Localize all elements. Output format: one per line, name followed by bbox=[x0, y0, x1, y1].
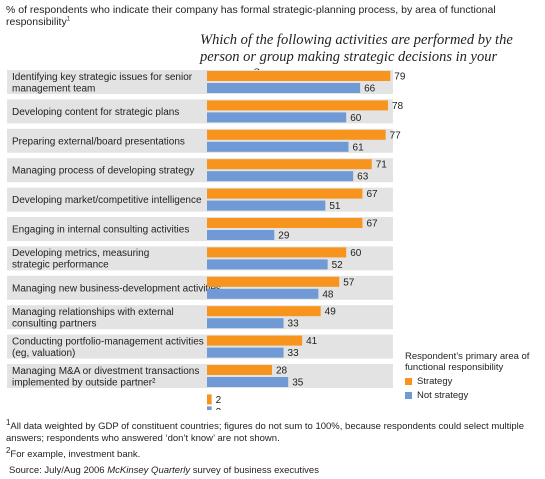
category-label: Engaging in internal consulting activiti… bbox=[12, 225, 189, 236]
value-label-not-strategy: 66 bbox=[364, 84, 376, 95]
legend-item-strategy: Strategy bbox=[405, 376, 530, 387]
value-label-not-strategy: 52 bbox=[332, 260, 344, 271]
footnote-1-text: All data weighted by GDP of constituent … bbox=[6, 421, 525, 445]
legend-title: Respondent’s primary area of functional … bbox=[405, 351, 530, 373]
category-band bbox=[7, 334, 393, 359]
category-band bbox=[7, 305, 393, 330]
category-label: Identifying key strategic issues for sen… bbox=[12, 72, 193, 83]
value-label-strategy: 49 bbox=[325, 307, 337, 318]
legend-swatch-strategy bbox=[405, 378, 412, 385]
bar-strategy bbox=[207, 365, 272, 375]
header-footnote-marker: 1 bbox=[66, 16, 71, 23]
footnote-2-text: For example, investment bank. bbox=[10, 449, 141, 461]
value-label-strategy: 41 bbox=[306, 336, 318, 347]
category-label: Managing relationships with external bbox=[12, 307, 174, 318]
bar-strategy bbox=[207, 394, 212, 405]
bar-strategy bbox=[207, 100, 388, 111]
value-label-strategy: 77 bbox=[390, 130, 402, 141]
category-label: Managing M&A or divestment transactions bbox=[12, 366, 199, 377]
bar-not-strategy bbox=[207, 406, 212, 410]
category-label: Developing market/competitive intelligen… bbox=[12, 195, 202, 206]
value-label-strategy: 78 bbox=[392, 101, 404, 112]
source-prefix: Source: July/Aug 2006 bbox=[9, 465, 108, 477]
bar-strategy bbox=[207, 218, 363, 228]
footnote-2: 2For example, investment bank. bbox=[6, 445, 541, 461]
legend-label-not-strategy: Not strategy bbox=[417, 390, 469, 401]
bar-strategy bbox=[207, 247, 347, 258]
category-label: Managing process of developing strategy bbox=[12, 166, 194, 177]
legend: Respondent’s primary area of functional … bbox=[405, 351, 530, 401]
value-label-strategy: 79 bbox=[394, 72, 406, 83]
bar-not-strategy bbox=[207, 318, 284, 329]
bar-not-strategy bbox=[207, 259, 328, 270]
legend-label-strategy: Strategy bbox=[417, 376, 453, 387]
bar-strategy bbox=[207, 306, 321, 317]
bar-not-strategy bbox=[207, 200, 326, 211]
bar-not-strategy bbox=[207, 347, 284, 358]
legend-item-not-strategy: Not strategy bbox=[405, 390, 530, 401]
category-label: Developing metrics, measuring bbox=[12, 248, 149, 259]
header-text: % of respondents who indicate their comp… bbox=[6, 4, 496, 28]
value-label-not-strategy: 35 bbox=[292, 378, 304, 389]
category-label: Conducting portfolio-management activiti… bbox=[12, 336, 204, 347]
bar-not-strategy bbox=[207, 230, 275, 240]
value-label-strategy: 2 bbox=[216, 395, 222, 406]
value-label-not-strategy: 61 bbox=[353, 142, 365, 153]
footnote-1-marker: 1 bbox=[6, 418, 11, 427]
footnote-2-marker: 2 bbox=[6, 446, 11, 456]
value-label-strategy: 57 bbox=[343, 277, 355, 288]
value-label-strategy: 71 bbox=[376, 160, 388, 171]
value-label-not-strategy: 51 bbox=[329, 201, 341, 212]
source-suffix: survey of business executives bbox=[190, 465, 319, 477]
chart-question: Which of the following activities are pe… bbox=[200, 32, 513, 82]
value-label-not-strategy: 60 bbox=[350, 113, 362, 124]
bar-not-strategy bbox=[207, 83, 361, 93]
value-label-not-strategy: 2 bbox=[216, 407, 222, 410]
value-label-not-strategy: 33 bbox=[288, 319, 300, 330]
category-label: Developing content for strategic plans bbox=[12, 107, 179, 118]
value-label-not-strategy: 63 bbox=[357, 172, 369, 183]
value-label-strategy: 67 bbox=[366, 189, 378, 200]
bar-chart: Identifying key strategic issues for sen… bbox=[7, 70, 406, 410]
bar-strategy bbox=[207, 276, 340, 287]
category-label: consulting partners bbox=[12, 318, 97, 329]
bar-not-strategy bbox=[207, 112, 347, 123]
source-note: Source: July/Aug 2006 McKinsey Quarterly… bbox=[6, 465, 541, 477]
source-publication: McKinsey Quarterly bbox=[107, 465, 191, 477]
value-label-strategy: 67 bbox=[366, 219, 378, 230]
bar-not-strategy bbox=[207, 171, 354, 182]
value-label-not-strategy: 48 bbox=[322, 289, 334, 300]
bar-not-strategy bbox=[207, 288, 319, 299]
footnotes: 1All data weighted by GDP of constituent… bbox=[6, 417, 541, 477]
category-label: Managing new business-development activi… bbox=[12, 283, 221, 294]
value-label-strategy: 60 bbox=[350, 248, 362, 259]
category-band bbox=[7, 364, 393, 388]
bar-not-strategy bbox=[207, 141, 349, 152]
category-label: strategic performance bbox=[12, 260, 109, 271]
category-label: (eg, valuation) bbox=[12, 348, 75, 359]
chart-header: % of respondents who indicate their comp… bbox=[6, 4, 541, 28]
footnote-1: 1All data weighted by GDP of constituent… bbox=[6, 417, 541, 445]
category-label: Other bbox=[12, 409, 38, 410]
category-label: Preparing external/board presentations bbox=[12, 136, 185, 147]
legend-swatch-not-strategy bbox=[405, 392, 412, 399]
bar-strategy bbox=[207, 129, 386, 140]
category-label: implemented by outside partner² bbox=[12, 377, 156, 388]
bar-strategy bbox=[207, 188, 363, 199]
value-label-strategy: 28 bbox=[276, 366, 288, 377]
bar-strategy bbox=[207, 159, 372, 170]
bar-strategy bbox=[207, 335, 303, 346]
category-label: management team bbox=[12, 83, 95, 94]
bar-strategy bbox=[207, 71, 391, 81]
bar-not-strategy bbox=[207, 377, 289, 387]
value-label-not-strategy: 29 bbox=[278, 231, 290, 242]
value-label-not-strategy: 33 bbox=[288, 348, 300, 359]
